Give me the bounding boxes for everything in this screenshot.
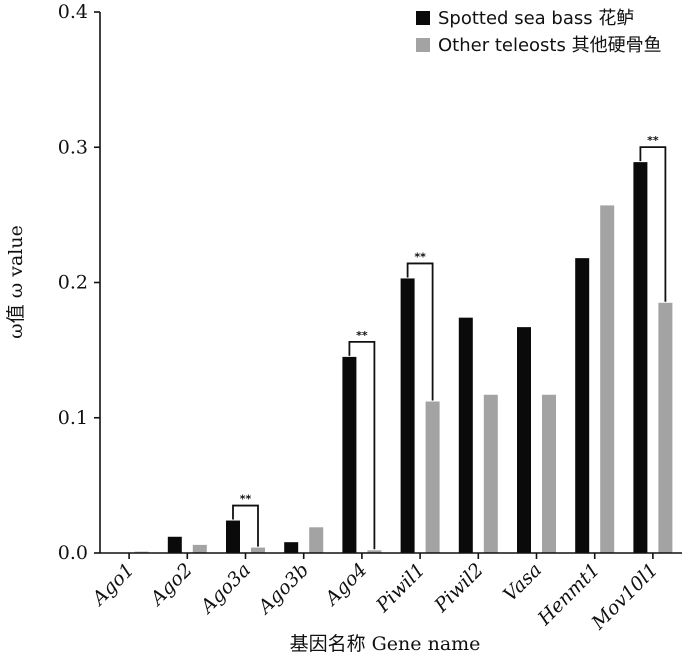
significance-label-mov10l1: **: [647, 134, 659, 147]
x-tick-label-vasa: Vasa: [499, 559, 546, 606]
x-tick-label-ago3a: Ago3a: [195, 559, 255, 619]
bar-vasa-other-teleosts: [542, 394, 556, 553]
significance-bracket-mov10l1: [639, 146, 667, 302]
x-labels-group: Ago1 Ago2 Ago3a Ago3b Ago4 Piwil1 Piwil2 VasaHe…: [87, 553, 662, 635]
bar-henmt1-other-teleosts: [600, 205, 615, 553]
y-tick-label: 0.1: [58, 407, 88, 429]
legend-swatch-spotted-sea-bass: [416, 11, 430, 25]
legend-swatch-other-teleosts: [416, 38, 430, 52]
legend: Spotted sea bass 花鲈 Other teleosts 其他硬骨鱼: [416, 8, 662, 56]
bar-piwil2-spotted-sea-bass: [458, 317, 473, 553]
significance-group: ** ** ** **: [232, 134, 667, 550]
x-axis-title: 基因名称 Gene name: [290, 633, 481, 655]
x-tick-label-piwil2: Piwil2: [430, 559, 488, 617]
bar-piwil1-spotted-sea-bass: [400, 278, 415, 553]
bar-ago3b-spotted-sea-bass: [284, 542, 299, 553]
y-axis-title: ω值 ω value: [5, 225, 27, 339]
y-ticks-group: 0.0 0.1 0.2 0.3 0.4: [58, 1, 100, 564]
bar-ago2-spotted-sea-bass: [167, 536, 182, 553]
x-tick-label-piwil1: Piwil1: [371, 559, 429, 617]
y-tick-label: 0.0: [58, 542, 88, 564]
bar-ago3a-other-teleosts: [251, 547, 265, 553]
bar-ago4-other-teleosts: [367, 550, 382, 553]
bar-ago2-other-teleosts: [192, 544, 207, 553]
bar-ago3b-other-teleosts: [309, 527, 324, 553]
bar-ago4-spotted-sea-bass: [342, 356, 357, 553]
bar-vasa-spotted-sea-bass: [517, 327, 531, 553]
x-tick-label-ago3b: Ago3b: [253, 559, 314, 620]
significance-label-piwil1: **: [414, 250, 426, 263]
significance-bracket-ago4: [348, 340, 376, 550]
bar-piwil2-other-teleosts: [483, 394, 498, 553]
bar-mov10l1-other-teleosts: [658, 302, 673, 553]
bar-mov10l1-spotted-sea-bass: [633, 162, 648, 553]
significance-label-ago3a: **: [240, 493, 252, 506]
bar-ago3a-spotted-sea-bass: [226, 520, 240, 553]
bars-group: [134, 162, 673, 553]
x-tick-label-ago1: Ago1: [87, 559, 139, 611]
x-tick-label-ago4: Ago4: [320, 559, 372, 611]
legend-label-other-teleosts: Other teleosts 其他硬骨鱼: [438, 35, 662, 56]
significance-bracket-piwil1: [406, 262, 434, 401]
bar-henmt1-spotted-sea-bass: [575, 258, 590, 553]
legend-label-spotted-sea-bass: Spotted sea bass 花鲈: [438, 8, 634, 29]
significance-bracket-ago3a: [232, 504, 259, 547]
y-tick-label: 0.4: [58, 1, 88, 23]
y-tick-label: 0.2: [58, 272, 88, 294]
bar-piwil1-other-teleosts: [425, 401, 440, 553]
significance-label-ago4: **: [356, 329, 368, 342]
x-tick-label-ago2: Ago2: [145, 559, 197, 611]
y-tick-label: 0.3: [58, 136, 88, 158]
axes-group: [99, 12, 682, 554]
